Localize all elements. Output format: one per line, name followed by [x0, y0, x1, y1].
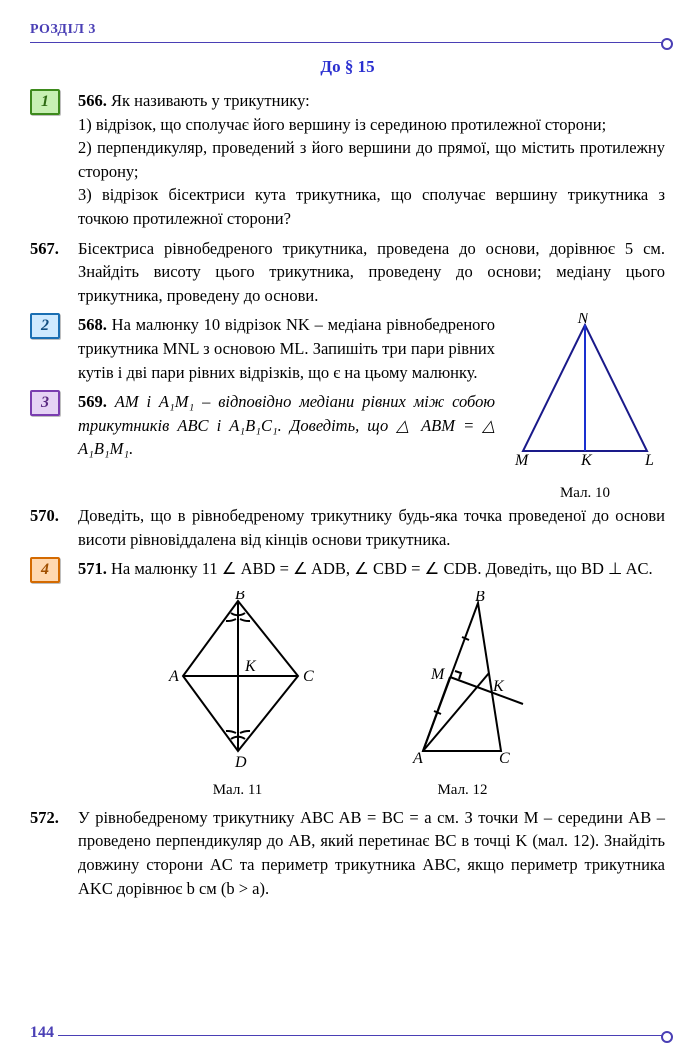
problem-566: 1 566. Як називають у трикутнику: 1) від…: [30, 89, 665, 231]
fig11-svg: B A C D K: [153, 591, 323, 771]
p566-q: Як називають у трикутнику:: [111, 91, 310, 110]
pnum-566: 566.: [78, 91, 107, 110]
badge-4: 4: [30, 557, 60, 583]
bottom-hr: [30, 1035, 665, 1036]
problem-570: 570. Доведіть, що в рівнобедреному трику…: [30, 504, 665, 551]
lbl-C12: C: [499, 750, 510, 767]
p566-c: 3) відрізок бісектриси кута трикутника, …: [78, 185, 665, 228]
p572-t: У рівнобедреному трикутнику ABC AB = BC …: [78, 808, 665, 898]
lbl-B11: B: [235, 591, 245, 603]
problem-569: 3 569. AM і A₁M₁ – відповідно медіани рі…: [30, 390, 665, 461]
figure-row: B A C D K Мал. 11: [30, 591, 665, 802]
pnum-569: 569.: [78, 392, 107, 411]
page-number: 144: [30, 1024, 58, 1042]
figure-12: B A C M K Мал. 12: [383, 591, 543, 802]
fig11-cap: Мал. 11: [153, 780, 323, 801]
lbl-D11: D: [234, 754, 247, 771]
p566-b: 2) перпендикуляр, проведений з його верш…: [78, 138, 665, 181]
problem-568: 2 568. На малюнку 10 відрізок NK – медіа…: [30, 313, 665, 384]
p571-t: На малюнку 11 ∠ ABD = ∠ ADB, ∠ CBD = ∠ C…: [111, 559, 653, 578]
lbl-C11: C: [303, 668, 314, 685]
problem-567: 567. Бісектриса рівнобедреного трикутник…: [30, 237, 665, 308]
p568-t: На малюнку 10 відрізок NK – медіана рівн…: [78, 315, 495, 381]
chapter-label: РОЗДІЛ 3: [30, 22, 665, 38]
badge-2: 2: [30, 313, 60, 339]
badge-3: 3: [30, 390, 60, 416]
p570-t: Доведіть, що в рівнобедреному трикутнику…: [78, 506, 665, 549]
lbl-K11: K: [244, 658, 257, 675]
pnum-570: 570.: [30, 504, 59, 528]
lbl-A11: A: [168, 668, 179, 685]
p567-t: Бісектриса рівнобедреного трикутника, пр…: [78, 239, 665, 305]
fig10-cap: Мал. 10: [505, 483, 665, 504]
lbl-A12: A: [412, 750, 423, 767]
figure-11: B A C D K Мал. 11: [153, 591, 323, 802]
p569-t: AM і A₁M₁ – відповідно медіани рівних мі…: [78, 392, 495, 458]
section-title: До § 15: [30, 57, 665, 77]
p566-a: 1) відрізок, що сполучає його вершину із…: [78, 115, 606, 134]
fig12-svg: B A C M K: [383, 591, 543, 771]
pnum-568: 568.: [78, 315, 107, 334]
problem-572: 572. У рівнобедреному трикутнику ABC AB …: [30, 806, 665, 900]
pnum-567: 567.: [30, 237, 59, 261]
content: 1 566. Як називають у трикутнику: 1) від…: [30, 89, 665, 900]
fig12-cap: Мал. 12: [383, 780, 543, 801]
pnum-572: 572.: [30, 806, 59, 830]
block-568-569: N M K L Мал. 10 2 568. На малюнку 10 від…: [30, 313, 665, 504]
lbl-B12: B: [475, 591, 485, 605]
pnum-571: 571.: [78, 559, 107, 578]
top-hr: [30, 42, 665, 49]
page: РОЗДІЛ 3 До § 15 1 566. Як називають у т…: [0, 0, 695, 1062]
lbl-M12: M: [430, 666, 446, 683]
problem-571: 4 571. На малюнку 11 ∠ ABD = ∠ ADB, ∠ CB…: [30, 557, 665, 581]
lbl-K12: K: [492, 678, 505, 695]
badge-1: 1: [30, 89, 60, 115]
